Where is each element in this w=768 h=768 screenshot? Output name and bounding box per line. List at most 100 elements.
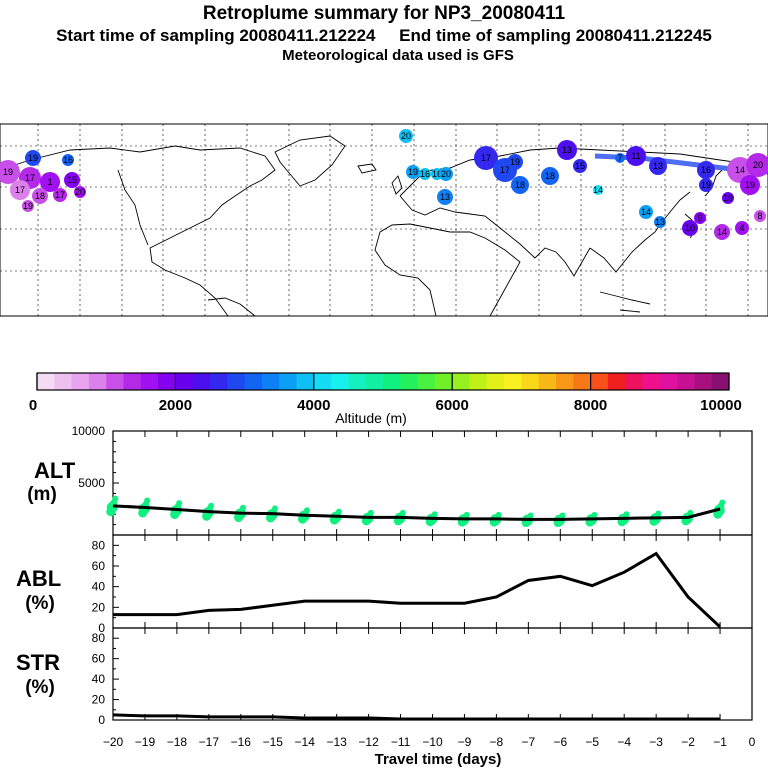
colorbar-swatch (37, 373, 55, 390)
colorbar-swatch (590, 373, 609, 390)
alt-scatter-point (527, 512, 534, 519)
plume-age-label: 13 (440, 192, 450, 202)
plume-dot (437, 189, 453, 205)
plume-dot (697, 161, 715, 179)
plume-dot (439, 167, 453, 181)
alt-scatter-point (240, 504, 247, 511)
plume-dot (754, 210, 766, 222)
plume-marker: 16 (62, 154, 74, 166)
alt-scatter-point (655, 510, 662, 517)
map-gridlines (0, 124, 768, 316)
plume-age-label: 18 (545, 171, 555, 181)
alt-scatter-point (687, 509, 694, 516)
str-panel-label: STR (16, 650, 60, 675)
plume-age-label: 8 (757, 211, 762, 221)
str-panel-unit: (%) (25, 677, 55, 698)
colorbar-swatch (210, 373, 228, 390)
plume-age-label: 16 (432, 169, 442, 179)
plume-dot (25, 150, 41, 166)
colorbar-swatch (348, 373, 367, 390)
plume-marker: 19 (507, 154, 523, 170)
x-tick-label: −5 (585, 735, 599, 749)
coastline-segment (117, 169, 149, 246)
alt-scatter-point (272, 505, 278, 512)
y-tick-label: 60 (92, 559, 106, 573)
plume-dot (654, 216, 666, 228)
coastline-segment (207, 297, 256, 317)
plume-age-label: 1 (47, 177, 52, 187)
alt-scatter-point (144, 497, 151, 504)
plume-age-label: 17 (15, 185, 25, 195)
plume-marker: 14 (714, 224, 730, 240)
plume-marker: 4 (735, 221, 749, 235)
colorbar-swatch (54, 373, 72, 390)
plume-age-label: 14 (593, 185, 603, 195)
colorbar-swatch (71, 373, 90, 390)
plume-age-label: 16 (701, 165, 711, 175)
colorbar-swatch (400, 373, 418, 390)
y-tick-label: 20 (92, 693, 106, 707)
colorbar-swatch (331, 373, 349, 390)
colorbar-swatch (556, 373, 574, 390)
alt-scatter-point (623, 511, 630, 518)
plume-dot (557, 140, 577, 160)
alt-mean-line (112, 504, 721, 521)
x-tick-label: −14 (295, 735, 316, 749)
y-tick-label: 40 (92, 672, 106, 686)
y-tick-label: 0 (98, 713, 105, 727)
plume-dot (32, 188, 48, 204)
plume-marker: 16 (419, 168, 431, 180)
alt-scatter-point (367, 509, 374, 516)
coastline-segment (704, 169, 723, 197)
plume-dot (541, 167, 559, 185)
alt-scatter-point (303, 507, 310, 514)
plume-dot (740, 175, 760, 195)
x-tick-label: −20 (103, 735, 124, 749)
plume-marker: 1 (40, 172, 60, 192)
plume-dot (714, 224, 730, 240)
x-tick-label: −16 (231, 735, 252, 749)
colorbar-tick-label: 8000 (574, 397, 607, 414)
y-tick-label: 20 (92, 600, 106, 614)
y-tick-label: 80 (92, 631, 106, 645)
alt-scatter-point (591, 511, 598, 518)
plume-age-label: 13 (653, 161, 663, 171)
plume-dot (64, 172, 80, 188)
colorbar-tick-label: 4000 (297, 397, 330, 414)
plume-age-label: 15 (575, 161, 585, 171)
colorbar-swatch (244, 373, 263, 390)
plume-marker: 17 (53, 188, 67, 202)
colorbar-swatch (573, 373, 591, 390)
colorbar-tick-label: 10000 (700, 397, 742, 414)
plume-age-label: 19 (28, 153, 38, 163)
x-tick-label: −19 (135, 735, 156, 749)
plume-marker: 20 (399, 129, 413, 143)
plume-marker: 18 (541, 167, 559, 185)
plume-dot (746, 153, 768, 177)
coastline-segment (599, 291, 651, 305)
plume-age-label: 16 (63, 155, 73, 165)
plume-age-label: 20 (75, 187, 85, 197)
colorbar-swatch (296, 373, 315, 390)
plume-age-label: 20 (441, 169, 451, 179)
coastline-segment (379, 223, 521, 317)
altitude-colorbar: 0 2000 4000 6000 8000 10000 (29, 372, 742, 414)
plume-marker: 19 (22, 200, 34, 212)
plume-marker: 18 (32, 188, 48, 204)
alt-scatter-point (559, 512, 566, 519)
alt-scatter-point (399, 509, 406, 516)
x-tick-label: −1 (713, 735, 727, 749)
plume-age-label: 20 (401, 131, 411, 141)
abl-line (113, 551, 722, 629)
plume-marker: 18 (511, 176, 529, 194)
plume-marker: 19 (722, 192, 734, 204)
x-tick-label: −3 (649, 735, 663, 749)
sampling-time-line: Start time of sampling 20080411.212224 E… (56, 26, 712, 45)
plume-dot (699, 178, 713, 192)
plume-marker: 14 (639, 205, 653, 219)
colorbar-swatch (694, 373, 713, 390)
plume-age-label: 14 (735, 165, 745, 175)
plume-marker: 17 (474, 146, 498, 170)
